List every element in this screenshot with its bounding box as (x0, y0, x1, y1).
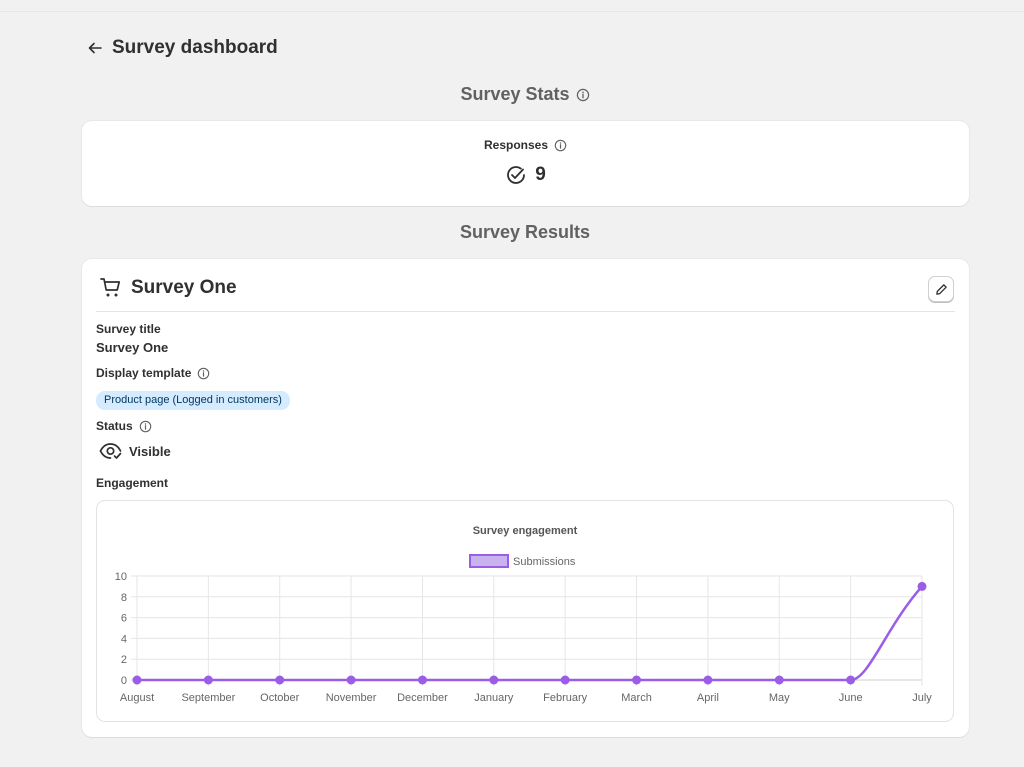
survey-title-label: Survey title (96, 322, 161, 336)
series-line-submissions (137, 585, 923, 682)
top-divider (0, 11, 1024, 12)
x-tick-label: December (397, 692, 448, 704)
chart-title: Survey engagement (473, 525, 578, 537)
stats-card: Responses 9 (82, 121, 969, 206)
y-tick-label: 10 (115, 571, 127, 583)
edit-button[interactable] (928, 276, 954, 302)
info-icon[interactable] (139, 420, 152, 433)
responses-label-row: Responses (82, 138, 969, 152)
data-point (632, 675, 642, 685)
engagement-label: Engagement (96, 476, 169, 490)
pencil-icon (935, 283, 947, 295)
info-icon[interactable] (197, 367, 210, 380)
x-tick-label: June (839, 692, 863, 704)
check-circle-icon (507, 166, 526, 184)
x-tick-label: May (769, 692, 790, 704)
data-point (703, 675, 713, 685)
eye-check-icon (99, 443, 122, 459)
responses-value-row: 9 (82, 164, 969, 186)
data-point (275, 675, 285, 685)
data-point (417, 675, 427, 685)
data-point (203, 675, 213, 685)
data-point (346, 675, 356, 685)
x-tick-label: January (474, 692, 514, 704)
data-point (489, 675, 499, 685)
card-divider (96, 311, 955, 312)
responses-count: 9 (535, 164, 546, 185)
data-point (132, 675, 142, 685)
status-value: Visible (129, 443, 171, 459)
data-point (560, 675, 570, 685)
y-tick-label: 2 (121, 654, 127, 666)
engagement-chart: Survey engagement Submissions 0 2 4 6 8 10 Augus… (96, 500, 954, 722)
legend-label: Submissions (513, 556, 576, 568)
x-tick-label: August (120, 692, 154, 704)
data-point (917, 581, 927, 591)
x-tick-label: July (912, 692, 932, 704)
page-title: Survey dashboard (112, 37, 278, 58)
survey-card: Survey One Survey title Survey One Displ… (82, 259, 969, 737)
status-label: Status (96, 419, 152, 433)
status-row: Visible (99, 441, 171, 461)
x-tick-label: November (326, 692, 377, 704)
data-point (774, 675, 784, 685)
info-icon[interactable] (554, 139, 567, 152)
survey-title-value: Survey One (96, 340, 169, 355)
engagement-chart-svg: Survey engagement Submissions 0 2 4 6 8 10 Augus… (115, 525, 933, 704)
x-tick-label: October (260, 692, 299, 704)
survey-name: Survey One (131, 277, 237, 298)
data-point (846, 675, 856, 685)
y-tick-label: 4 (121, 633, 127, 645)
survey-results-heading: Survey Results (0, 222, 1024, 243)
x-tick-label: March (621, 692, 652, 704)
survey-card-header: Survey One (99, 276, 237, 300)
back-arrow-icon[interactable] (86, 39, 104, 57)
y-tick-label: 0 (121, 675, 127, 687)
legend-swatch (469, 554, 509, 568)
info-icon[interactable] (576, 88, 590, 102)
display-template-label: Display template (96, 366, 210, 380)
responses-label: Responses (483, 138, 549, 152)
x-tick-label: September (181, 692, 235, 704)
y-tick-label: 8 (121, 592, 127, 604)
survey-stats-title: Survey Stats (460, 84, 570, 104)
x-tick-label: February (543, 692, 588, 704)
template-badge: Product page (Logged in customers) (96, 391, 290, 410)
page-header: Survey dashboard (86, 36, 278, 60)
survey-results-title: Survey Results (459, 222, 591, 242)
y-tick-label: 6 (121, 613, 127, 625)
cart-icon (100, 278, 121, 297)
survey-stats-heading: Survey Stats (0, 84, 1024, 105)
x-tick-label: April (697, 692, 719, 704)
